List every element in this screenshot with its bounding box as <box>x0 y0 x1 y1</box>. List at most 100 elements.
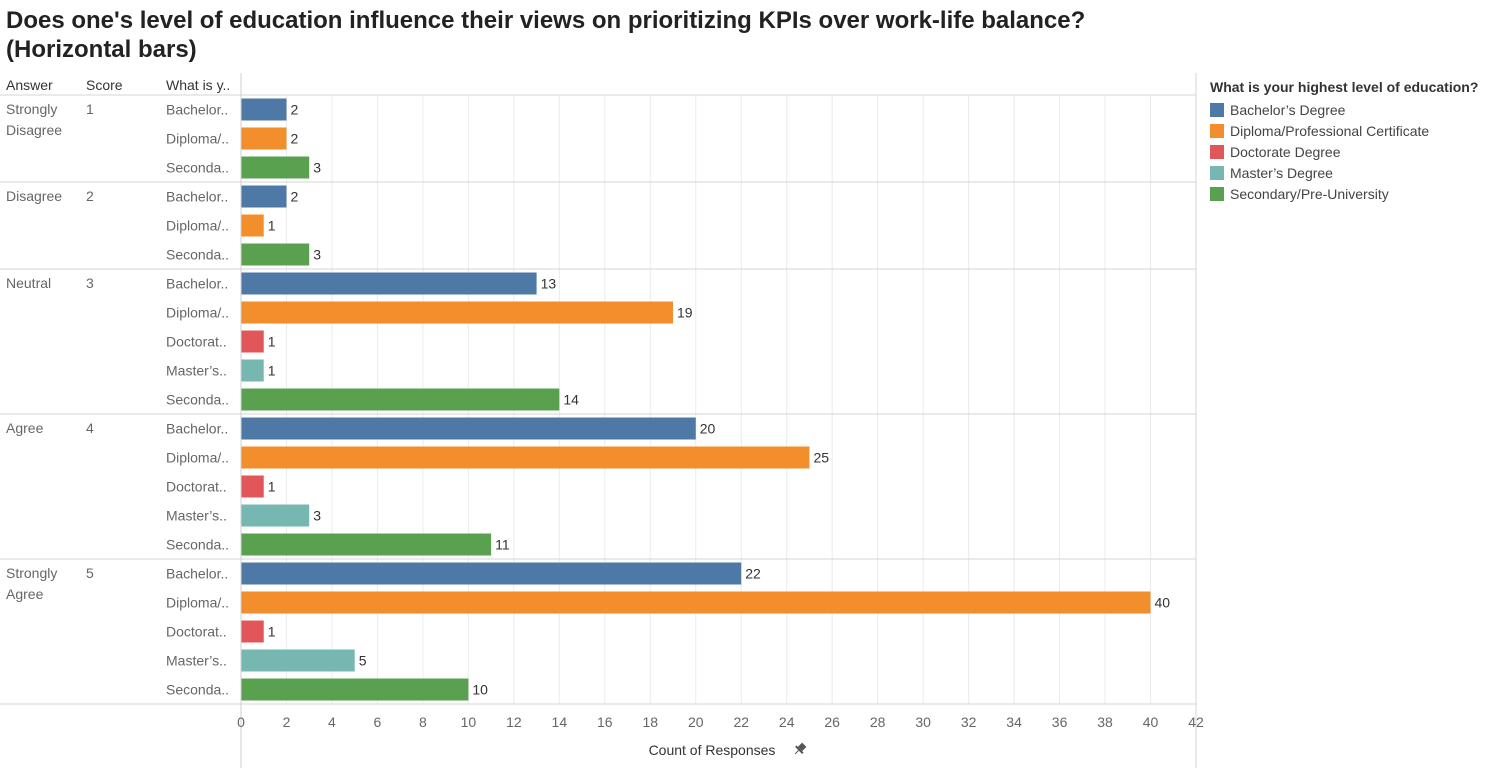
bar[interactable] <box>241 475 264 498</box>
x-tick-label: 0 <box>237 714 245 730</box>
bar-value-label: 1 <box>268 218 276 234</box>
bar-value-label: 40 <box>1155 595 1171 611</box>
score-label: 1 <box>86 101 94 117</box>
row-category-label: Bachelor.. <box>166 421 228 437</box>
bar-value-label: 2 <box>290 131 298 147</box>
score-label: 5 <box>86 565 94 581</box>
legend-item[interactable]: Bachelor’s Degree <box>1210 99 1478 120</box>
bar[interactable] <box>241 185 287 208</box>
bar-value-label: 2 <box>290 189 298 205</box>
x-tick-label: 42 <box>1188 714 1204 730</box>
bar[interactable] <box>241 591 1151 614</box>
bar[interactable] <box>241 504 310 527</box>
answer-label: Strongly <box>6 101 57 117</box>
row-category-label: Seconda.. <box>166 392 229 408</box>
x-tick-label: 16 <box>597 714 613 730</box>
x-tick-label: 10 <box>461 714 477 730</box>
row-category-label: Bachelor.. <box>166 189 228 205</box>
answer-label: Neutral <box>6 275 51 291</box>
bar-value-label: 20 <box>700 421 716 437</box>
row-category-label: Bachelor.. <box>166 276 228 292</box>
legend-swatch <box>1210 165 1224 180</box>
x-tick-label: 18 <box>642 714 658 730</box>
bar-value-label: 1 <box>268 479 276 495</box>
legend-items: Bachelor’s Degree Diploma/Professional Ce… <box>1210 99 1478 204</box>
legend-item[interactable]: Secondary/Pre-University <box>1210 183 1478 204</box>
pin-icon[interactable] <box>792 741 808 757</box>
bar[interactable] <box>241 301 674 324</box>
x-tick-label: 26 <box>824 714 840 730</box>
bar[interactable] <box>241 330 264 353</box>
x-tick-label: 14 <box>552 714 568 730</box>
x-tick-label: 40 <box>1143 714 1159 730</box>
row-category-label: Doctorat.. <box>166 334 227 350</box>
bar[interactable] <box>241 678 469 701</box>
legend-swatch <box>1210 186 1224 201</box>
row-category-label: Seconda.. <box>166 247 229 263</box>
score-label: 3 <box>86 275 94 291</box>
bar[interactable] <box>241 156 310 179</box>
bar[interactable] <box>241 127 287 150</box>
bar[interactable] <box>241 446 810 469</box>
legend[interactable]: What is your highest level of education?… <box>1210 79 1478 204</box>
x-tick-label: 28 <box>870 714 886 730</box>
row-category-label: Master’s.. <box>166 508 227 524</box>
score-label: 2 <box>86 188 94 204</box>
x-tick-label: 32 <box>961 714 977 730</box>
column-header: What is y.. <box>166 77 230 93</box>
legend-title: What is your highest level of education? <box>1210 79 1479 95</box>
bar-value-label: 3 <box>313 160 321 176</box>
row-category-label: Bachelor.. <box>166 102 228 118</box>
chart-title: Does one's level of education influence … <box>6 7 1086 63</box>
bar[interactable] <box>241 417 696 440</box>
x-tick-label: 38 <box>1097 714 1113 730</box>
legend-item[interactable]: Doctorate Degree <box>1210 141 1478 162</box>
bar-value-label: 19 <box>677 305 693 321</box>
legend-item-label: Bachelor’s Degree <box>1230 101 1346 118</box>
x-tick-label: 36 <box>1052 714 1068 730</box>
row-category-label: Seconda.. <box>166 682 229 698</box>
row-category-label: Diploma/.. <box>166 131 229 147</box>
x-tick-label: 2 <box>283 714 291 730</box>
legend-item[interactable]: Master’s Degree <box>1210 162 1478 183</box>
bar[interactable] <box>241 214 264 237</box>
bar[interactable] <box>241 533 492 556</box>
bar[interactable] <box>241 562 742 585</box>
bar[interactable] <box>241 243 310 266</box>
x-tick-label: 8 <box>419 714 427 730</box>
answer-label: Agree <box>6 420 44 436</box>
bar[interactable] <box>241 388 560 411</box>
bar-value-label: 13 <box>541 276 557 292</box>
bar-value-label: 1 <box>268 363 276 379</box>
bar-value-label: 14 <box>563 392 579 408</box>
bar[interactable] <box>241 98 287 121</box>
bar[interactable] <box>241 620 264 643</box>
bar-value-label: 1 <box>268 334 276 350</box>
legend-item-label: Diploma/Professional Certificate <box>1230 122 1430 139</box>
score-label: 4 <box>86 420 94 436</box>
row-category-label: Seconda.. <box>166 160 229 176</box>
x-tick-label: 4 <box>328 714 336 730</box>
legend-swatch <box>1210 102 1224 117</box>
x-tick-label: 20 <box>688 714 704 730</box>
bar[interactable] <box>241 649 355 672</box>
answer-label: Agree <box>6 586 44 602</box>
row-category-label: Doctorat.. <box>166 624 227 640</box>
bar[interactable] <box>241 272 537 295</box>
bar-value-label: 10 <box>472 682 488 698</box>
bar-value-label: 1 <box>268 624 276 640</box>
legend-item-label: Secondary/Pre-University <box>1230 185 1389 202</box>
column-header: Score <box>86 77 123 93</box>
x-tick-label: 34 <box>1006 714 1022 730</box>
bar-value-label: 3 <box>313 247 321 263</box>
legend-item[interactable]: Diploma/Professional Certificate <box>1210 120 1478 141</box>
legend-swatch <box>1210 123 1224 138</box>
bar[interactable] <box>241 359 264 382</box>
legend-item-label: Doctorate Degree <box>1230 143 1341 160</box>
x-tick-label: 22 <box>733 714 749 730</box>
x-axis-label: Count of Responses <box>649 742 776 758</box>
bar-value-label: 22 <box>745 566 761 582</box>
row-category-label: Diploma/.. <box>166 305 229 321</box>
row-category-label: Diploma/.. <box>166 218 229 234</box>
